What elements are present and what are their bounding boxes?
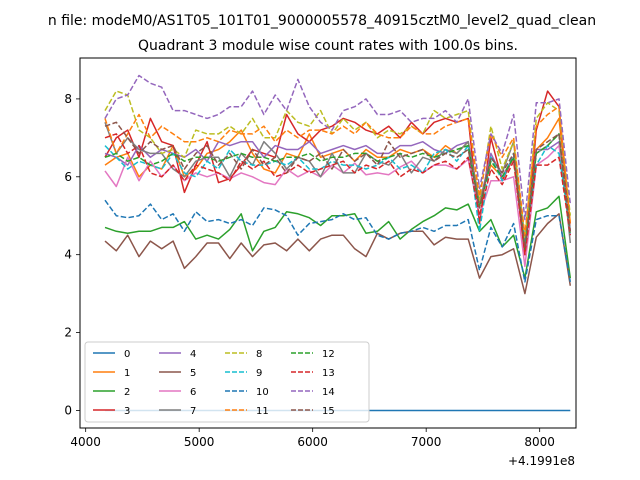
legend-label-7: 7 — [190, 406, 196, 417]
series-line-4 — [104, 140, 572, 248]
x-axis-ticks: 4000 5000 6000 7000 8000 — [70, 428, 555, 449]
series-line-11 — [104, 105, 572, 236]
x-tick-label: 6000 — [297, 435, 328, 449]
series-layer — [104, 74, 572, 412]
series-line-5 — [104, 213, 572, 295]
legend-label-6: 6 — [190, 387, 196, 398]
chart-title: Quadrant 3 module wise count rates with … — [138, 38, 518, 54]
legend-label-14: 14 — [322, 387, 335, 398]
y-tick-label: 4 — [64, 248, 72, 262]
series-line-3 — [104, 90, 572, 256]
series-line-1 — [104, 117, 572, 252]
y-tick-label: 6 — [64, 170, 72, 184]
y-axis-ticks: 0 2 4 6 8 — [64, 92, 80, 417]
legend-label-4: 4 — [190, 349, 196, 360]
legend-label-13: 13 — [322, 368, 335, 379]
legend-label-8: 8 — [256, 349, 262, 360]
series-line-12 — [104, 133, 572, 252]
y-tick-label: 8 — [64, 92, 72, 106]
x-tick-label: 8000 — [524, 435, 555, 449]
series-line-13 — [104, 133, 572, 256]
legend-label-15: 15 — [322, 406, 335, 417]
series-line-8 — [104, 90, 572, 240]
x-tick-label: 5000 — [184, 435, 215, 449]
legend-label-3: 3 — [124, 406, 130, 417]
x-tick-label: 7000 — [411, 435, 442, 449]
series-line-2 — [104, 195, 572, 279]
legend-label-10: 10 — [256, 387, 269, 398]
legend-box — [84, 341, 370, 423]
legend-label-2: 2 — [124, 387, 130, 398]
series-line-15 — [104, 121, 572, 248]
series-line-14 — [104, 74, 572, 221]
legend-label-5: 5 — [190, 368, 196, 379]
series-line-10 — [104, 199, 572, 283]
y-tick-label: 0 — [64, 403, 72, 417]
x-offset-label: +4.1991e8 — [508, 454, 575, 468]
y-tick-label: 2 — [64, 326, 72, 340]
legend-label-9: 9 — [256, 368, 262, 379]
figure-suptitle: n file: modeM0/AS1T05_101T01_9000005578_… — [48, 13, 596, 29]
legend-label-1: 1 — [124, 368, 130, 379]
plot-frame — [79, 57, 577, 429]
x-tick-label: 4000 — [70, 435, 101, 449]
legend-label-11: 11 — [256, 406, 269, 417]
legend-label-0: 0 — [124, 349, 130, 360]
legend-label-12: 12 — [322, 349, 335, 360]
